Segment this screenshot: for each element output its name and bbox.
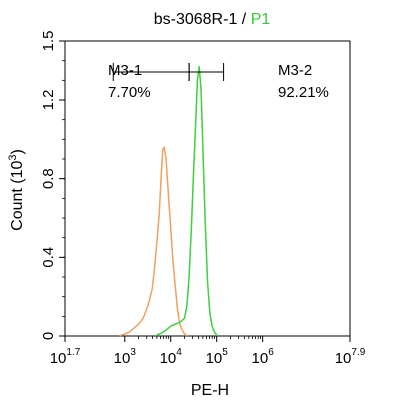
y-tick-label-3: 1.2 — [40, 90, 57, 111]
marker-percent-label-0: 7.70% — [108, 84, 151, 101]
y-tick-labels: 0 0.4 0.8 1.2 1.5 — [40, 31, 57, 341]
y-tick-label-0: 0 — [40, 332, 57, 340]
histogram-series-0 — [119, 146, 188, 337]
marker-percent-label-1: 92.21% — [278, 84, 329, 101]
y-axis-label: Count (103) — [7, 149, 26, 231]
x-tick-label-1: 103 — [114, 347, 137, 367]
y-tick-label-4: 1.5 — [40, 31, 57, 52]
plot-frame — [64, 40, 351, 337]
x-tick-label-2: 104 — [160, 347, 183, 367]
title-separator: / — [237, 11, 250, 28]
y-tick-label-2: 0.8 — [40, 168, 57, 189]
x-tick-label-5: 107.9 — [335, 347, 366, 367]
x-axis-label: PE-H — [191, 382, 229, 399]
x-tick-label-0: 101.7 — [50, 347, 81, 367]
title-sample: bs-3068R-1 — [154, 11, 238, 28]
x-tick-label-4: 106 — [252, 347, 275, 367]
chart-title: bs-3068R-1 / P1 — [154, 11, 271, 28]
marker-layer: M3-1 7.70% M3-2 92.21% — [108, 62, 329, 101]
x-tick-label-3: 105 — [206, 347, 229, 367]
title-gate: P1 — [251, 11, 271, 28]
marker-m3-2 — [188, 63, 225, 81]
y-tick-label-1: 0.4 — [40, 247, 57, 268]
marker-name-label-0: M3-1 — [108, 62, 142, 79]
marker-name-label-1: M3-2 — [278, 62, 312, 79]
y-axis-label-text: Count — [9, 188, 26, 231]
axis-ticks — [59, 40, 351, 342]
series-layer — [119, 65, 218, 337]
x-tick-labels: 101.7 103 104 105 106 107.9 — [50, 347, 366, 367]
histogram-series-1 — [156, 65, 218, 336]
